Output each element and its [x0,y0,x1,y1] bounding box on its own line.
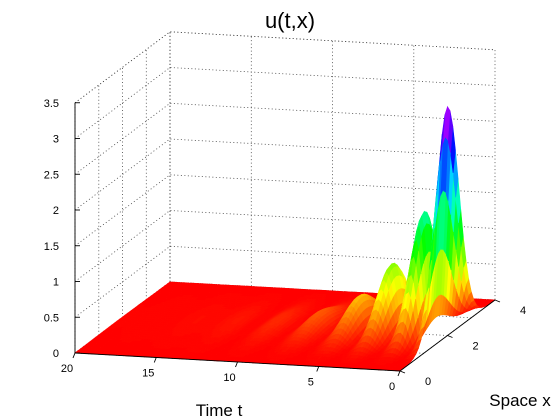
surface-layer [74,105,496,372]
grid-line [74,138,496,211]
grid-line [74,31,496,104]
grid-line [74,31,496,104]
grid-line [74,67,496,139]
grid-line [74,102,496,175]
